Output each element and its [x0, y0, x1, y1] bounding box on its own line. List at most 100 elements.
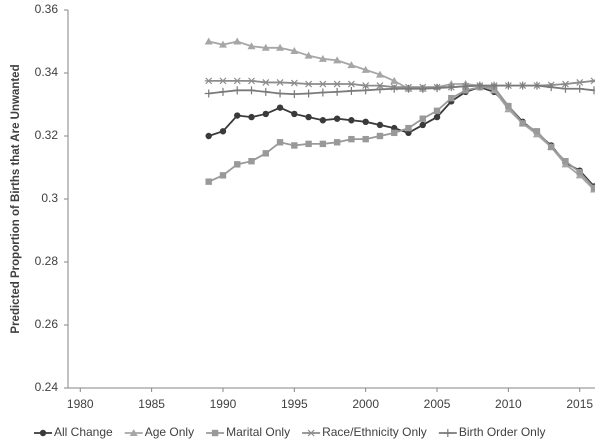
marker: [347, 86, 356, 95]
y-tick-label: 0.24: [35, 380, 59, 394]
marker: [307, 429, 316, 437]
legend-label: Marital Only: [226, 425, 290, 439]
marker: [347, 80, 356, 88]
marker: [276, 89, 285, 98]
marker: [576, 169, 583, 176]
marker: [547, 83, 556, 92]
marker: [333, 87, 342, 96]
marker: [233, 37, 242, 45]
marker: [333, 56, 342, 64]
marker: [248, 113, 255, 121]
marker: [247, 42, 256, 50]
marker: [504, 81, 513, 90]
marker: [318, 80, 327, 88]
marker: [318, 88, 327, 97]
legend-label: Age Only: [145, 425, 194, 439]
marker: [305, 140, 312, 148]
marker: [218, 87, 227, 96]
marker: [333, 115, 341, 122]
marker: [218, 40, 227, 48]
marker: [291, 142, 298, 149]
marker: [376, 121, 384, 129]
marker: [204, 77, 213, 85]
marker: [547, 143, 555, 151]
y-tick-label: 0.36: [35, 2, 59, 16]
marker: [448, 95, 455, 102]
y-axis-title: Predicted Proportion of Births that Are …: [10, 64, 22, 333]
marker: [333, 80, 342, 88]
marker: [276, 43, 285, 51]
marker: [262, 150, 269, 157]
marker: [248, 158, 255, 165]
marker: [219, 128, 227, 135]
marker: [405, 124, 412, 132]
legend-label: Birth Order Only: [459, 425, 546, 439]
marker: [247, 86, 256, 95]
marker: [234, 112, 241, 119]
legend-item: Race/Ethnicity Only: [302, 425, 427, 439]
marker: [361, 65, 370, 73]
marker: [276, 104, 284, 111]
marker: [261, 43, 270, 51]
marker: [390, 76, 399, 84]
marker: [129, 429, 138, 436]
marker: [362, 118, 369, 126]
series-line: [208, 40, 595, 191]
legend-label: Race/Ethnicity Only: [322, 425, 427, 439]
x-tick-label: 2015: [566, 397, 593, 411]
marker: [276, 79, 285, 86]
marker: [490, 81, 499, 90]
marker: [433, 84, 442, 93]
marker: [291, 110, 298, 118]
marker: [575, 79, 584, 86]
marker: [218, 77, 227, 85]
marker: [205, 132, 212, 140]
marker: [443, 429, 452, 437]
marker: [433, 113, 441, 121]
y-tick-label: 0.26: [35, 317, 59, 331]
marker: [404, 84, 413, 93]
marker: [561, 80, 570, 88]
marker: [290, 46, 299, 54]
marker: [590, 86, 595, 95]
x-tick-label: 2010: [495, 397, 522, 411]
marker: [375, 85, 384, 94]
marker: [233, 77, 242, 85]
marker: [462, 87, 469, 94]
legend-label: All Change: [54, 425, 113, 439]
marker: [204, 37, 213, 45]
marker: [304, 89, 313, 98]
marker: [319, 140, 327, 148]
marker: [562, 158, 569, 165]
marker: [461, 82, 470, 91]
marker: [590, 77, 595, 85]
marker: [361, 82, 370, 90]
marker: [390, 84, 399, 93]
marker: [361, 86, 370, 95]
x-tick-label: 1990: [210, 397, 237, 411]
marker: [261, 79, 270, 86]
y-tick-label: 0.34: [35, 65, 59, 79]
x-tick-label: 2000: [352, 397, 379, 411]
marker: [519, 120, 526, 127]
marker: [290, 79, 299, 87]
series-line: [208, 84, 595, 96]
legend-item: All Change: [34, 425, 113, 439]
marker: [533, 128, 541, 135]
marker: [391, 129, 398, 137]
x-tick-label: 2005: [424, 397, 451, 411]
x-tick-label: 1985: [138, 397, 165, 411]
marker: [348, 135, 355, 143]
marker: [376, 132, 384, 140]
marker: [561, 84, 570, 93]
marker: [575, 84, 584, 93]
y-tick-label: 0.32: [35, 128, 59, 142]
marker: [348, 117, 355, 124]
marker: [333, 139, 341, 146]
marker: [305, 113, 312, 121]
x-tick-label: 1980: [67, 397, 94, 411]
marker: [247, 77, 256, 85]
legend-item: Age Only: [124, 425, 194, 439]
marker: [505, 102, 512, 110]
